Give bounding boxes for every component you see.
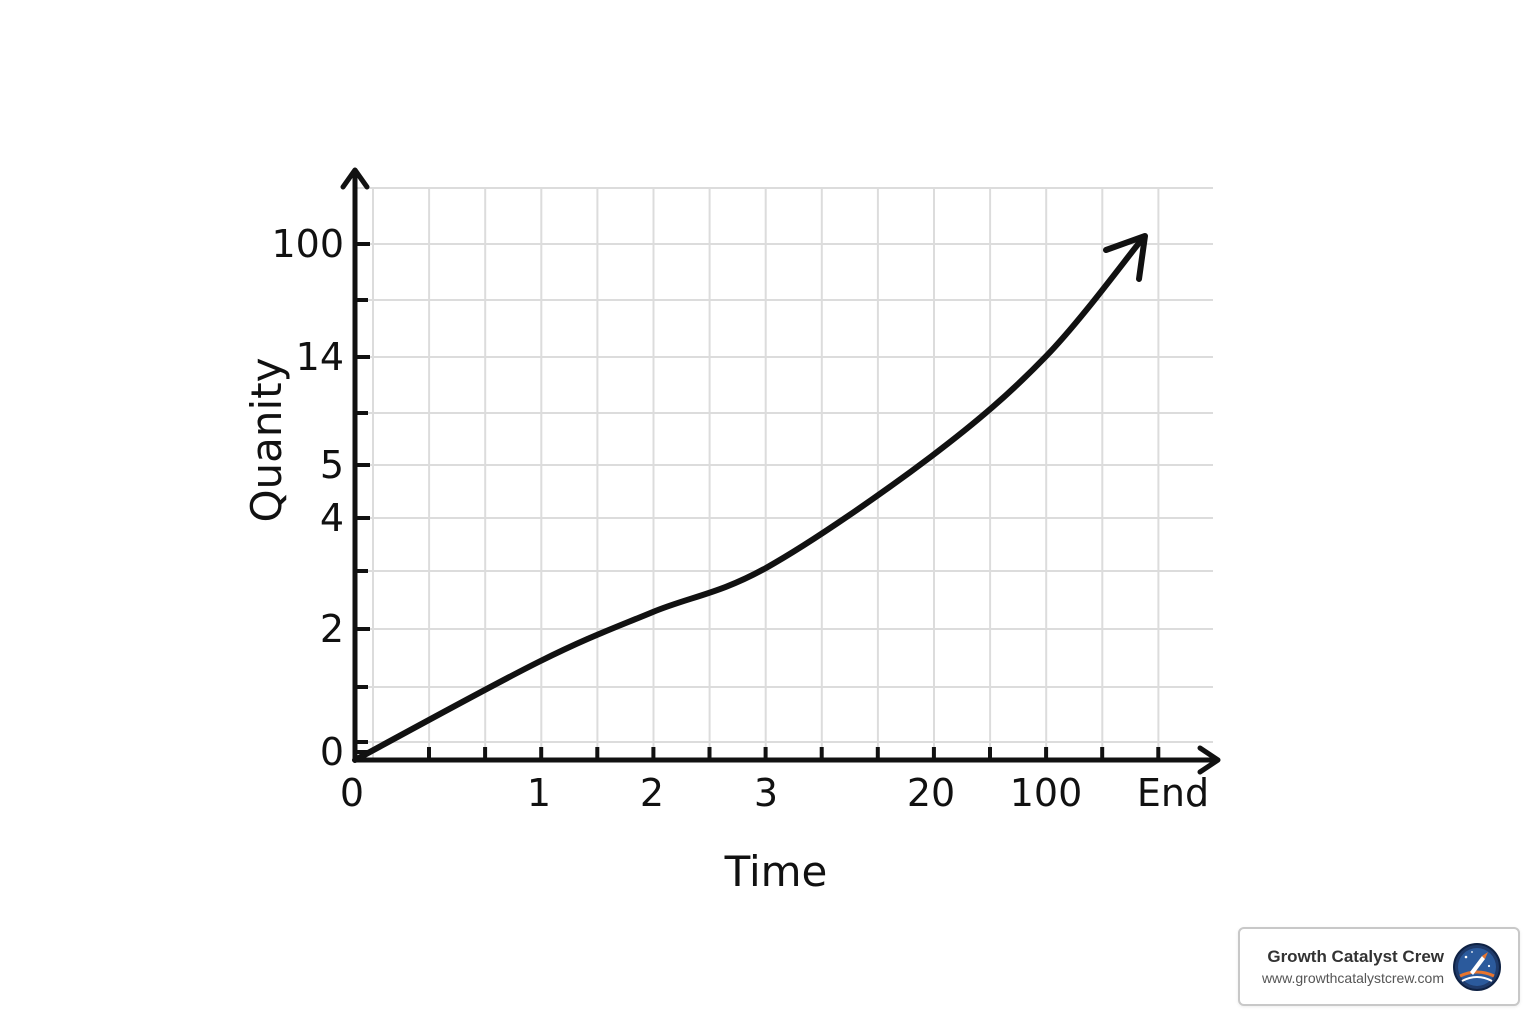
y-tick-label: 0 (320, 730, 344, 774)
minor-ticks (355, 298, 1161, 760)
y-axis-line (340, 167, 370, 763)
x-tick-label: 2 (640, 771, 664, 815)
x-axis-label: Time (724, 847, 828, 896)
brand-url: www.growthcatalystcrew.com (1261, 969, 1444, 986)
x-tick-label: 1 (527, 771, 551, 815)
y-tick-label: 14 (296, 335, 344, 379)
y-tick-label: 5 (320, 443, 344, 487)
y-tick-label: 4 (320, 496, 344, 540)
x-tick-label: 20 (907, 771, 955, 815)
x-axis-ticks: 0 1 2 3 20 100 End (340, 771, 1209, 815)
x-tick-label: 3 (754, 771, 778, 815)
brand-watermark: Growth Catalyst Crew www.growthcatalystc… (1238, 927, 1520, 1006)
y-tick-label: 100 (271, 222, 344, 266)
y-axis-ticks: 0 2 4 5 14 100 (271, 222, 370, 774)
x-axis-line (352, 745, 1221, 775)
x-tick-label: 100 (1010, 771, 1083, 815)
y-axis-label: Quanity (242, 357, 291, 522)
x-tick-label: End (1137, 771, 1209, 815)
series-curve (352, 235, 1146, 763)
chart-grid (355, 187, 1213, 760)
brand-name: Growth Catalyst Crew (1267, 946, 1444, 966)
curve-arrowhead (1103, 233, 1148, 282)
brand-text: Growth Catalyst Crew www.growthcatalystc… (1262, 946, 1444, 988)
rocket-planet-icon (1453, 942, 1501, 991)
x-tick-label: 0 (340, 771, 364, 815)
y-tick-label: 2 (320, 607, 344, 651)
